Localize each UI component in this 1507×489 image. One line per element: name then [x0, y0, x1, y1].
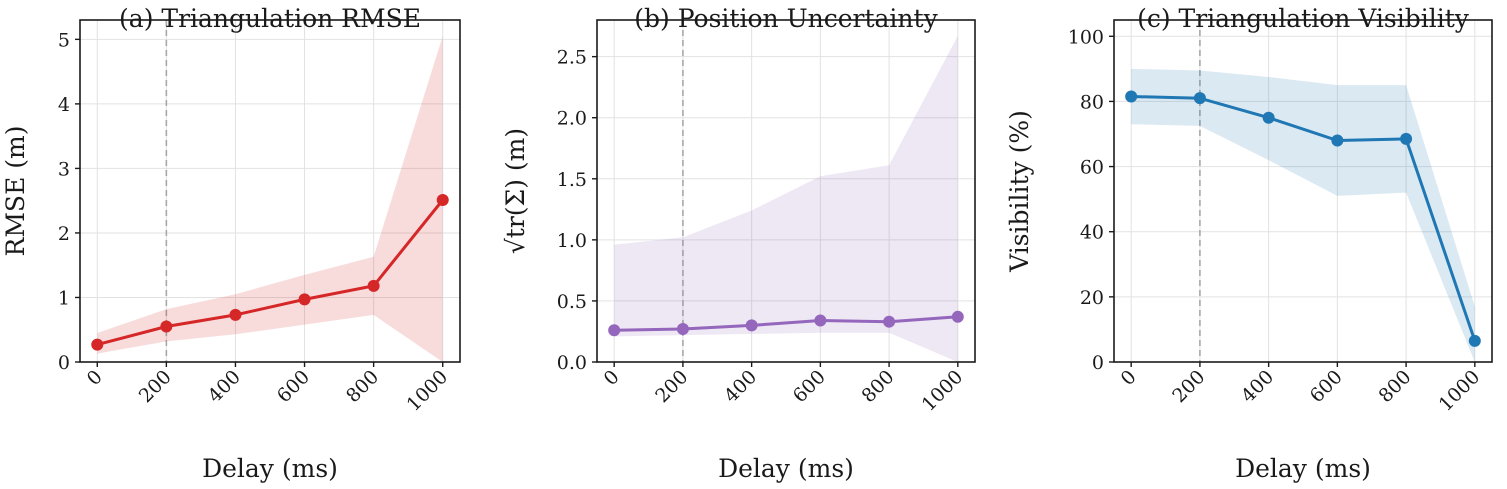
data-point [1400, 132, 1413, 145]
x-tick-label: 1000 [1435, 366, 1485, 416]
data-point [436, 194, 449, 207]
x-tick-label: 400 [204, 366, 245, 407]
data-point [91, 338, 104, 351]
series-line [96, 199, 444, 347]
y-axis-label: Visibility (%) [1005, 110, 1034, 273]
y-tick-label: 1.5 [557, 169, 587, 191]
confidence-band [1131, 68, 1475, 363]
x-tick-label: 0 [83, 366, 107, 390]
panel-title: (c) Triangulation Visibility [1137, 4, 1470, 33]
y-tick-label: 60 [1080, 157, 1104, 179]
y-tick-label: 2.5 [557, 47, 587, 69]
panel-title: (a) Triangulation RMSE [119, 4, 421, 33]
series-line [614, 315, 958, 332]
panel-title: (b) Position Uncertainty [634, 4, 938, 33]
x-tick-label: 800 [857, 366, 898, 407]
x-tick-label: 600 [789, 366, 830, 407]
data-point [367, 279, 380, 292]
data-point [1193, 92, 1206, 105]
x-tick-label: 800 [342, 366, 383, 407]
panel-b: 0.0 0.5 1.0 1.5 2.0 2.5 0 200 400 600 800 1000 (b) P… [501, 4, 976, 483]
x-tick-label: 200 [651, 366, 692, 407]
y-tick-label: 100 [1068, 26, 1104, 48]
x-axis-label: Delay (ms) [718, 454, 854, 483]
x-tick-label: 200 [135, 366, 176, 407]
series-line [1131, 95, 1477, 342]
x-axis-label: Delay (ms) [1235, 454, 1371, 483]
y-axis-label: RMSE (m) [1, 126, 30, 257]
data-point [676, 323, 689, 336]
x-tick-label: 1000 [918, 366, 968, 416]
data-point [951, 310, 964, 323]
x-axis-label: Delay (ms) [202, 454, 338, 483]
data-point [608, 324, 621, 337]
y-tick-label: 0 [1092, 352, 1104, 374]
y-tick-label: 2.0 [557, 108, 587, 130]
x-tick-label: 600 [273, 366, 314, 407]
data-point [745, 319, 758, 332]
x-tick-label: 600 [1306, 366, 1347, 407]
axes-frame [596, 19, 976, 363]
confidence-band [97, 36, 443, 362]
data-point [1262, 111, 1275, 124]
x-tick-label: 800 [1374, 366, 1415, 407]
data-point [1468, 334, 1481, 347]
panel-a: 0 1 2 3 4 5 0 200 400 600 800 1000 (a) Triangulation… [1, 4, 461, 483]
y-tick-label: 1.0 [557, 230, 587, 252]
y-tick-label: 80 [1080, 91, 1104, 113]
data-point [1125, 90, 1138, 103]
x-tick-label: 0 [1117, 366, 1141, 390]
confidence-band [614, 35, 958, 363]
y-tick-label: 40 [1080, 222, 1104, 244]
y-tick-label: 0 [58, 352, 70, 374]
x-tick-label: 400 [720, 366, 761, 407]
y-tick-label: 5 [58, 29, 70, 51]
data-point [229, 308, 242, 321]
data-point [1331, 134, 1344, 147]
x-tick-label: 1000 [403, 366, 453, 416]
axes-frame [1113, 19, 1493, 363]
data-point [298, 293, 311, 306]
y-axis-label: √tr(Σ) (m) [501, 128, 530, 254]
y-tick-label: 2 [58, 223, 70, 245]
y-tick-label: 0.5 [557, 291, 587, 313]
y-tick-label: 4 [58, 94, 70, 116]
y-tick-label: 20 [1080, 287, 1104, 309]
data-point [160, 320, 173, 333]
axes-frame [79, 19, 461, 363]
x-tick-label: 0 [600, 366, 624, 390]
y-tick-label: 1 [58, 287, 70, 309]
data-point [883, 315, 896, 328]
x-tick-label: 400 [1237, 366, 1278, 407]
x-tick-label: 200 [1168, 366, 1209, 407]
y-tick-label: 3 [58, 158, 70, 180]
data-point [814, 314, 827, 327]
y-tick-label: 0.0 [557, 352, 587, 374]
